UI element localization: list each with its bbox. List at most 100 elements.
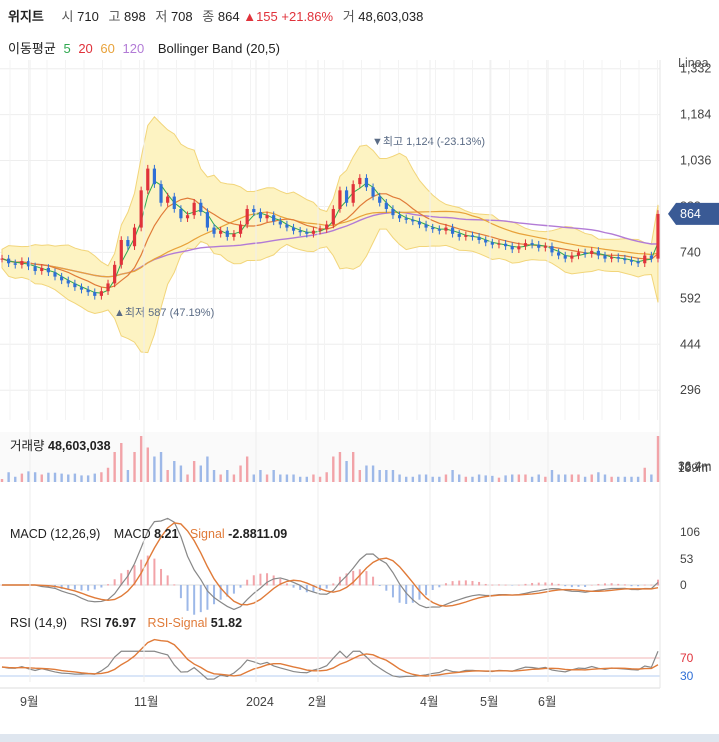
- macd-histogram-bar: [458, 580, 461, 586]
- macd-histogram-bar: [259, 573, 262, 586]
- candle-body: [457, 233, 461, 237]
- macd-name: MACD: [113, 527, 151, 541]
- rsi-tick-label: 30: [680, 669, 694, 683]
- ma20-line: [1, 193, 659, 289]
- macd-histogram-bar: [292, 585, 295, 588]
- volume-bar: [73, 473, 77, 482]
- volume-bar: [100, 472, 103, 482]
- candle-body: [583, 252, 587, 254]
- macd-signal-line: [2, 522, 659, 607]
- x-tick-label: 4월: [420, 695, 438, 709]
- open-label: 시: [61, 9, 74, 24]
- macd-histogram-bar: [597, 583, 600, 586]
- candle-body: [7, 258, 11, 264]
- volume-bar: [643, 467, 646, 482]
- macd-histogram-bar: [325, 585, 328, 589]
- candle-body: [517, 246, 521, 250]
- volume-bar: [279, 474, 282, 482]
- low-annotation: ▲최저 587 (47.19%): [114, 306, 214, 319]
- volume-bar: [318, 476, 322, 482]
- macd-histogram-bar: [617, 583, 620, 586]
- macd-histogram-bar: [464, 580, 467, 586]
- volume-bar: [173, 461, 176, 482]
- macd-histogram-bar: [352, 570, 355, 586]
- volume-bar: [438, 476, 441, 482]
- macd-tick-label: 53: [680, 552, 694, 566]
- candle-body: [20, 261, 24, 265]
- rsi-signal-name: RSI-Signal: [147, 616, 208, 630]
- macd-tick-label: 0: [680, 578, 687, 592]
- candle-body: [543, 246, 547, 248]
- candle-body: [93, 292, 97, 296]
- ma5-legend[interactable]: 5: [63, 41, 71, 56]
- candle-body: [450, 227, 455, 234]
- price-header: 위지트 시 710 고 898 저 708 종 864 ▲155 +21.86%…: [8, 6, 423, 25]
- macd-histogram-bar: [637, 585, 640, 587]
- macd-histogram-bar: [511, 585, 514, 586]
- candle-body: [298, 230, 302, 233]
- volume-bar: [80, 475, 83, 482]
- candle-body: [179, 208, 183, 219]
- rsi-panel-label: RSI (14,9) RSI 76.97 RSI-Signal 51.82: [10, 616, 242, 630]
- volume-bar: [60, 473, 63, 482]
- candle-body: [106, 283, 110, 292]
- candle-body: [523, 243, 528, 247]
- bollinger-legend[interactable]: Bollinger Band (20,5): [157, 41, 280, 56]
- candle-body: [285, 224, 289, 228]
- bottom-scrollbar[interactable]: [0, 734, 719, 742]
- candle-body: [252, 208, 256, 213]
- x-tick-label: 6월: [538, 695, 556, 709]
- volume-bar: [464, 476, 468, 482]
- rsi-line: [1, 650, 659, 680]
- volume-bar: [491, 475, 494, 482]
- volume-bar: [219, 474, 222, 482]
- volume-bar: [405, 476, 408, 482]
- volume-bar: [630, 476, 633, 482]
- volume-bar: [126, 470, 130, 482]
- volume-bar: [40, 474, 43, 482]
- volume-bar: [179, 465, 183, 482]
- volume-bar: [226, 470, 229, 482]
- macd-line: [2, 517, 659, 611]
- volume-tick-label: 72.7m: [678, 460, 711, 474]
- volume-bar: [590, 474, 593, 482]
- candle-body: [152, 168, 157, 185]
- macd-tick-label: 106: [680, 525, 700, 539]
- volume-bar: [458, 474, 461, 482]
- volume-bar: [47, 472, 50, 482]
- macd-histogram-bar: [650, 584, 653, 586]
- scale-mode[interactable]: Linea: [678, 56, 709, 70]
- macd-histogram-bar: [299, 585, 302, 590]
- macd-histogram-bar: [239, 585, 242, 588]
- macd-histogram-bar: [160, 568, 163, 586]
- low-label: 저: [155, 9, 168, 24]
- volume-value: 48,603,038: [358, 9, 424, 24]
- volume-bar: [53, 472, 57, 482]
- ma60-legend[interactable]: 60: [100, 41, 115, 56]
- volume-bar: [332, 456, 335, 482]
- price-tick-label: 740: [680, 245, 701, 259]
- candle-body: [185, 215, 190, 219]
- candle-body: [331, 208, 335, 225]
- volume-bar: [232, 474, 236, 482]
- candle-body: [656, 213, 660, 259]
- volume-bar: [650, 474, 653, 482]
- volume-bar: [166, 470, 169, 482]
- ma120-legend[interactable]: 120: [122, 41, 145, 56]
- macd-histogram-bar: [279, 578, 282, 586]
- candle-body: [79, 287, 84, 290]
- ma20-legend[interactable]: 20: [78, 41, 93, 56]
- candle-body: [232, 233, 236, 237]
- price-tick-label: 296: [680, 383, 701, 397]
- current-price-tag: [668, 202, 719, 225]
- macd-histogram-bar: [491, 584, 494, 586]
- macd-histogram-bar: [531, 582, 534, 586]
- macd-histogram-bar: [398, 585, 401, 603]
- macd-histogram-bar: [544, 582, 547, 586]
- rsi-value: 76.97: [104, 616, 137, 630]
- volume-bar: [199, 465, 202, 482]
- macd-histogram-bar: [438, 585, 441, 588]
- candle-body: [225, 230, 229, 237]
- candle-body: [278, 221, 282, 225]
